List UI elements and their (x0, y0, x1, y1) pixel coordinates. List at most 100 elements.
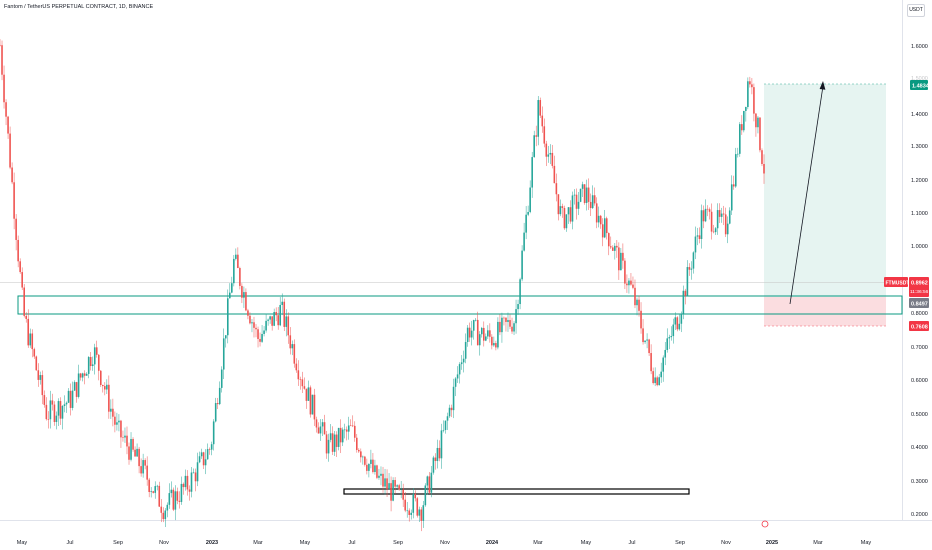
time-tick: Sep (393, 540, 403, 546)
time-tick: Mar (533, 540, 543, 546)
candle (392, 480, 394, 501)
candle (376, 465, 378, 478)
candle (573, 194, 576, 196)
candle (515, 309, 517, 324)
candle (636, 299, 638, 306)
candle (289, 335, 292, 349)
candle (265, 320, 267, 331)
candle (652, 371, 654, 384)
candle (577, 201, 580, 209)
candle (77, 373, 80, 397)
time-tick: May (300, 540, 311, 546)
support-box-rect[interactable] (343, 488, 690, 495)
candle (37, 370, 40, 380)
candle (331, 433, 334, 452)
candle (640, 310, 642, 329)
candle (404, 499, 406, 511)
candle (55, 415, 58, 422)
candle (489, 330, 491, 337)
candle (761, 150, 763, 165)
projection-arrow[interactable] (789, 85, 824, 305)
candle (527, 211, 529, 215)
candle (93, 347, 96, 365)
candle (747, 81, 749, 108)
candle (751, 84, 753, 88)
candle (497, 321, 499, 348)
candle (757, 117, 759, 128)
candle (533, 135, 535, 158)
candle (114, 416, 116, 425)
candle (263, 330, 265, 334)
candle (624, 260, 626, 284)
candle (249, 315, 251, 324)
candle (743, 110, 745, 131)
candle (170, 489, 173, 494)
candle (69, 390, 72, 408)
candle (7, 116, 9, 134)
candle (452, 386, 455, 411)
candle (152, 491, 155, 493)
candle (146, 465, 148, 480)
candle (307, 387, 310, 401)
symbol-title[interactable]: Fantom / TetherUS PERPETUAL CONTRACT, 1D… (4, 4, 154, 10)
candle (438, 447, 441, 459)
last-price-tag: 0.8962 11:36:56 (909, 277, 929, 297)
candle (726, 223, 729, 235)
price-tick: 0.6000 (911, 378, 928, 384)
event-marker-icon[interactable] (761, 520, 769, 528)
svg-text:FTMUSDT.P: FTMUSDT.P (886, 281, 915, 287)
loss-zone[interactable] (764, 297, 886, 326)
candle (591, 195, 594, 209)
resistance-zone-rect[interactable] (17, 295, 903, 315)
candle (666, 338, 669, 350)
time-tick: Mar (253, 540, 263, 546)
candle (317, 427, 320, 434)
candle (182, 483, 185, 488)
candle (364, 456, 366, 465)
candle (414, 493, 417, 499)
candle (214, 403, 217, 422)
candle (650, 353, 652, 372)
candle (410, 512, 413, 515)
candle (495, 343, 497, 348)
candle (261, 333, 263, 342)
candle (593, 195, 596, 204)
candle (281, 301, 284, 305)
candle (39, 375, 42, 380)
time-tick: Nov (440, 540, 450, 546)
target-price-tag: 1.4834 (910, 80, 930, 90)
price-tick: 1.3000 (911, 144, 928, 150)
candle (335, 434, 338, 447)
currency-button[interactable]: USDT (907, 4, 925, 17)
candle (108, 384, 110, 412)
candle (436, 447, 439, 462)
candle (686, 267, 689, 296)
candle (87, 357, 90, 374)
candle (456, 374, 459, 379)
time-tick: Nov (159, 540, 169, 546)
candle (313, 394, 316, 420)
candle (753, 87, 755, 114)
time-tick: Nov (721, 540, 731, 546)
candle (360, 451, 362, 458)
candle (160, 506, 163, 513)
candle (186, 475, 189, 490)
candle (511, 326, 513, 332)
price-tick: 1.1000 (911, 211, 928, 217)
candle (632, 284, 634, 288)
candle (755, 113, 757, 128)
candle (402, 489, 404, 500)
candle (759, 117, 761, 151)
candle (231, 283, 233, 293)
candle (81, 373, 84, 378)
candle (702, 210, 705, 222)
candle (418, 509, 421, 516)
candle (628, 280, 630, 286)
candle (408, 510, 411, 515)
candle (378, 475, 380, 478)
profit-zone[interactable] (764, 84, 886, 297)
candle (53, 404, 56, 422)
candle (462, 358, 465, 363)
candle (200, 452, 203, 457)
